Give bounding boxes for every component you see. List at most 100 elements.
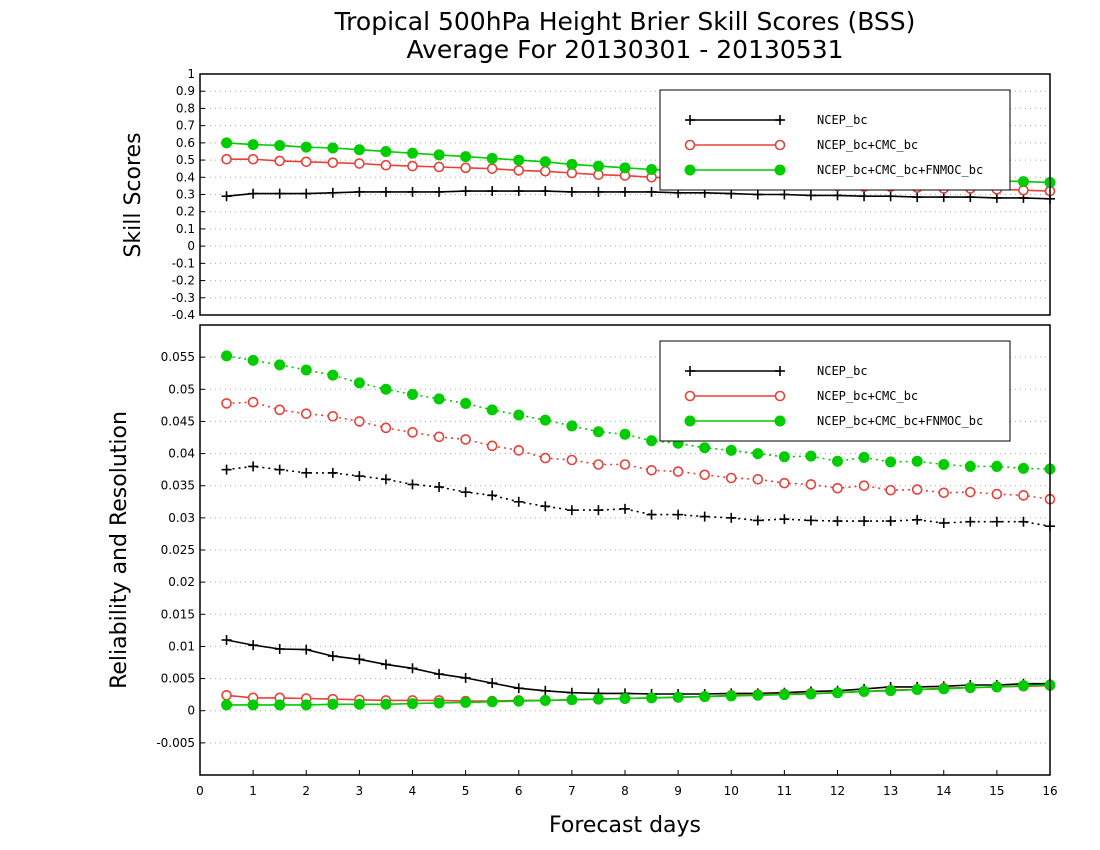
bottom-data-point <box>725 444 737 456</box>
top-data-point <box>513 154 525 166</box>
bottom-data-point <box>832 516 843 527</box>
chart-title-line2: Average For 20130301 - 20130531 <box>406 35 843 64</box>
top-data-point <box>539 156 551 168</box>
bottom-data-point <box>487 678 498 689</box>
bottom-data-point <box>460 434 471 445</box>
bottom-data-point <box>407 479 418 490</box>
bottom-data-point <box>566 454 578 466</box>
top-data-point <box>646 186 657 197</box>
bottom-data-point <box>566 505 577 516</box>
top-data-point <box>300 141 312 153</box>
chart-title-line1: Tropical 500hPa Height Brier Skill Score… <box>334 7 916 36</box>
top-y-tick-label: 0.7 <box>176 119 195 133</box>
bottom-data-point <box>725 472 737 484</box>
top-data-point <box>805 190 816 201</box>
bottom-data-point <box>911 455 923 467</box>
bottom-data-point <box>221 635 232 645</box>
top-legend-label: NCEP_bc <box>817 113 868 127</box>
bottom-series-line <box>226 465 1051 527</box>
bottom-legend-marker <box>684 415 696 427</box>
top-data-point <box>221 191 232 202</box>
bottom-data-point <box>699 469 710 481</box>
bottom-y-tick-label: 0.04 <box>168 447 195 461</box>
bottom-data-point <box>221 350 233 362</box>
bottom-data-point <box>964 682 976 694</box>
bottom-legend-marker <box>774 390 786 402</box>
top-data-point <box>380 145 392 157</box>
top-data-point <box>301 188 312 199</box>
bottom-data-point <box>486 404 498 416</box>
bottom-y-axis: -0.005 0 0.005 0.01 0.015 0.02 0.025 0.03 0.035 0… <box>156 350 205 750</box>
bottom-data-point <box>752 473 764 485</box>
bottom-data-point <box>858 480 870 492</box>
bottom-data-point <box>513 496 524 507</box>
top-data-point <box>487 186 498 197</box>
bottom-data-point <box>247 396 259 408</box>
bottom-data-point <box>699 511 710 522</box>
bottom-data-point <box>300 408 312 420</box>
bottom-data-point <box>434 482 445 492</box>
bottom-data-point <box>964 460 976 472</box>
bottom-data-point <box>593 459 604 470</box>
bottom-data-point <box>646 509 657 520</box>
x-tick-label: 4 <box>409 784 417 798</box>
bottom-gridlines <box>200 356 1050 744</box>
bottom-data-point <box>221 689 232 701</box>
top-legend: NCEP_bc NCEP_bc+CMC_bc NCEP_bc+CMC_bc+FNMO… <box>659 89 1011 191</box>
bottom-data-point <box>407 427 418 438</box>
top-data-point <box>274 139 286 151</box>
bottom-data-point <box>327 467 338 478</box>
bottom-data-point <box>991 681 1003 693</box>
bottom-y-tick-label: 0.005 <box>161 672 195 686</box>
top-y-tick-label: 0.5 <box>176 153 195 167</box>
bottom-data-point <box>619 693 631 704</box>
x-tick-label: 14 <box>936 784 951 798</box>
bottom-data-point <box>460 672 471 683</box>
bottom-data-point <box>513 409 525 421</box>
bottom-data-point <box>540 501 551 512</box>
bottom-data-point <box>221 699 233 711</box>
bottom-data-point <box>539 414 551 426</box>
bottom-data-point <box>885 685 897 697</box>
bottom-data-point <box>593 505 604 516</box>
bottom-y-tick-label: 0.02 <box>168 575 195 589</box>
bottom-data-point <box>859 516 870 527</box>
bottom-data-point <box>938 518 949 528</box>
bottom-data-point <box>380 659 391 670</box>
bottom-y-axis-title: Reliability and Resolution <box>107 411 132 689</box>
bottom-data-point <box>407 663 418 674</box>
x-tick-label: 13 <box>883 784 898 798</box>
bottom-data-point <box>353 377 365 389</box>
x-tick-label: 10 <box>724 784 739 798</box>
top-data-point <box>380 159 392 171</box>
bottom-data-point <box>486 696 498 708</box>
top-data-point <box>354 186 365 197</box>
bottom-data-point <box>779 477 790 489</box>
top-data-point <box>566 158 578 170</box>
bottom-series-group <box>221 350 1056 711</box>
top-data-point <box>540 186 551 197</box>
bottom-data-point <box>965 486 976 498</box>
top-data-point <box>300 156 312 168</box>
bottom-data-point <box>805 688 817 700</box>
bottom-legend: NCEP_bc NCEP_bc+CMC_bc NCEP_bc+CMC_bc+FNMO… <box>659 340 1011 442</box>
bottom-data-point <box>699 442 711 454</box>
bottom-data-point <box>487 490 498 501</box>
bottom-data-point <box>991 516 1002 527</box>
bottom-data-point <box>353 698 365 710</box>
bottom-data-point <box>725 690 737 702</box>
bottom-data-point <box>938 683 950 695</box>
x-tick-label: 5 <box>462 784 470 798</box>
top-y-axis: -0.4 -0.3 -0.2 -0.1 0 0.1 0.2 0.3 0.4 0.5 0.6 0.7 0.… <box>172 67 205 322</box>
top-data-point <box>353 144 365 156</box>
bottom-data-point <box>832 482 843 494</box>
bottom-data-point <box>592 426 604 438</box>
bottom-data-point <box>912 514 923 525</box>
top-data-point <box>434 186 445 197</box>
top-data-point <box>460 162 471 174</box>
top-legend-marker <box>775 115 785 125</box>
top-y-tick-label: 0.3 <box>176 188 195 202</box>
bottom-data-point <box>566 420 578 432</box>
top-y-tick-label: -0.4 <box>172 308 195 322</box>
x-tick-label: 3 <box>356 784 364 798</box>
